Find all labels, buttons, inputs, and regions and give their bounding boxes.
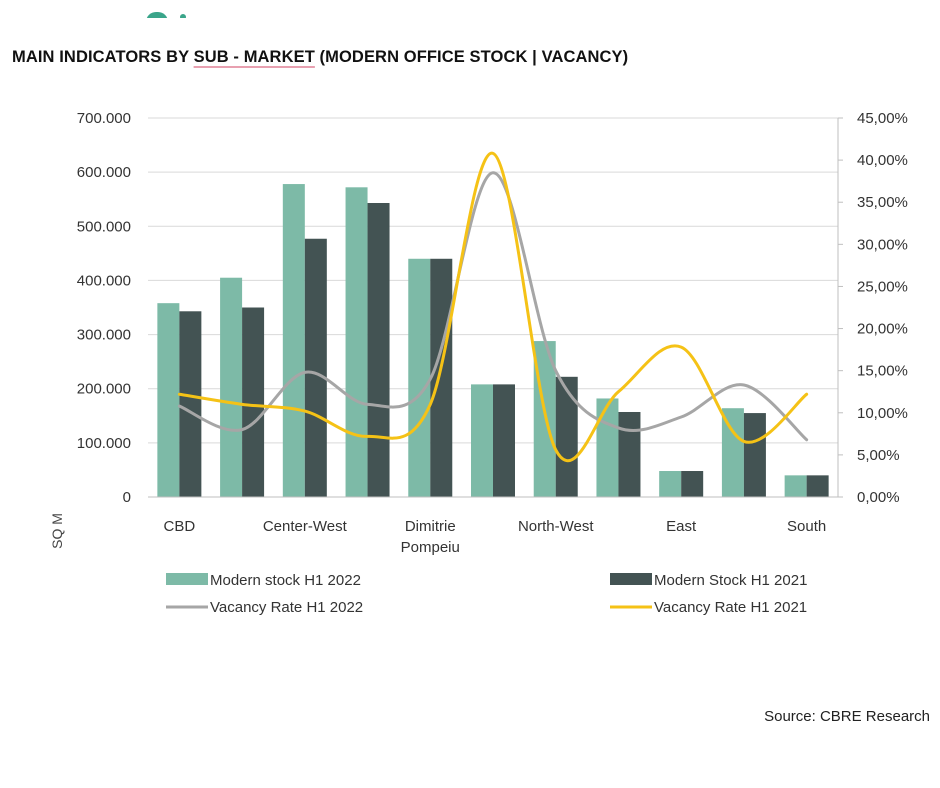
bar-stock-2021: [618, 411, 641, 497]
legend-label: Modern Stock H1 2021: [654, 572, 807, 589]
bar-stock-2022: [345, 187, 368, 497]
y2-tick-label: 25,00%: [857, 278, 908, 295]
bar-stock-2022: [659, 471, 682, 497]
x-category-label: CBD: [164, 518, 196, 535]
bar-stock-2021: [555, 376, 578, 497]
x-category-label: Center-West: [263, 518, 348, 535]
line-vacancy-2022: [177, 171, 809, 442]
bar-stock-2021: [806, 475, 829, 497]
x-category-label: Dimitrie: [405, 518, 456, 535]
bar-stock-2021: [367, 203, 390, 498]
bar-stock-2022: [784, 475, 807, 497]
y-tick-label: 0: [123, 489, 131, 506]
y2-tick-label: 45,00%: [857, 110, 908, 127]
y2-tick-label: 10,00%: [857, 405, 908, 422]
logo-fragment: [146, 6, 206, 18]
combo-chart: 0 100.000 200.000 300.000 400.000 500.000 600.…: [49, 110, 908, 616]
bar-stock-2022: [721, 408, 744, 497]
bar-stock-2021: [493, 384, 515, 497]
y-tick-label: 400.000: [77, 272, 131, 289]
x-category-label: East: [666, 518, 697, 535]
y2-tick-label: 5,00%: [857, 447, 900, 464]
x-category-label: South: [787, 518, 826, 535]
y2-tick-label: 35,00%: [857, 194, 908, 211]
y-tick-label: 600.000: [77, 164, 131, 181]
legend-label: Vacancy Rate H1 2021: [654, 599, 807, 616]
legend-label: Vacancy Rate H1 2022: [210, 599, 363, 616]
y-tick-label: 300.000: [77, 327, 131, 344]
bar-stock-2022: [157, 303, 180, 497]
bar-stock-2022: [471, 384, 493, 497]
line-vacancy-2021: [177, 151, 809, 462]
y2-tick-label: 20,00%: [857, 321, 908, 338]
y2-tick-label: 30,00%: [857, 236, 908, 253]
bar-stock-2021: [430, 258, 453, 497]
legend-label: Modern stock H1 2022: [210, 572, 361, 589]
source-note: Source: CBRE Research: [764, 708, 930, 725]
bar-stock-2021: [304, 238, 327, 497]
bar-stock-2022: [408, 258, 431, 497]
y-tick-label: 500.000: [77, 218, 131, 235]
x-category-label: North-West: [518, 518, 594, 535]
title-part-2: SUB - MARKET: [193, 48, 315, 66]
x-category-label: Pompeiu: [401, 539, 460, 556]
bar-stock-2021: [743, 413, 766, 497]
y-tick-label: 700.000: [77, 110, 131, 127]
chart-title: MAIN INDICATORS BY SUB - MARKET (MODERN …: [12, 48, 628, 67]
bar-stock-2021: [179, 311, 202, 497]
y-axis-title: SQ M: [49, 513, 65, 549]
y2-tick-label: 0,00%: [857, 489, 900, 506]
bar-stock-2021: [681, 471, 704, 497]
y-tick-label: 100.000: [77, 435, 131, 452]
y2-tick-label: 40,00%: [857, 152, 908, 169]
bar-stock-2022: [220, 277, 243, 497]
bar-stock-2022: [282, 184, 305, 497]
bar-stock-2021: [242, 307, 265, 497]
y2-tick-label: 15,00%: [857, 363, 908, 380]
bar-stock-2022: [596, 398, 619, 497]
legend-swatch: [610, 573, 652, 585]
title-part-1: MAIN INDICATORS BY: [12, 48, 194, 66]
legend-swatch: [166, 573, 208, 585]
title-part-3: (MODERN OFFICE STOCK | VACANCY): [314, 48, 629, 66]
y-tick-label: 200.000: [77, 381, 131, 398]
